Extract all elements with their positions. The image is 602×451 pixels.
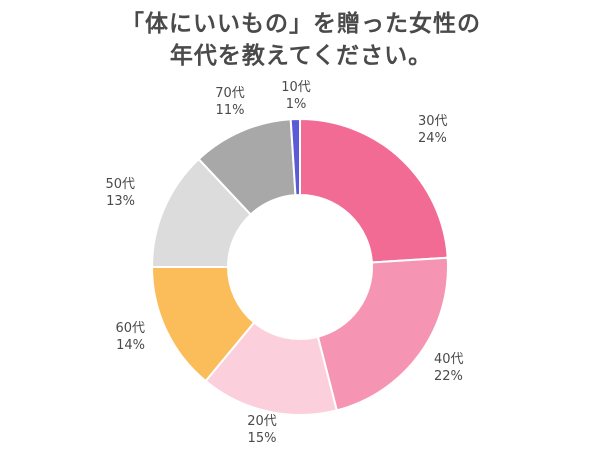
chart-title-line-1: 「体にいいもの」を贈った女性の — [121, 11, 481, 37]
slice-value-20代: 15% — [248, 431, 277, 446]
slice-value-30代: 24% — [418, 131, 447, 146]
slice-30代 — [299, 117, 449, 264]
slice-label-20代: 20代 — [247, 414, 277, 429]
slice-label-40代: 40代 — [434, 352, 464, 367]
slice-label-70代: 70代 — [215, 86, 245, 101]
slice-value-70代: 11% — [216, 103, 245, 118]
slice-label-10代: 10代 — [281, 80, 311, 95]
slice-value-10代: 1% — [286, 97, 307, 112]
slice-40代 — [316, 256, 449, 412]
slice-labels: 30代 24% 40代 22% 20代 15% 60代 14% 50代 13% 70代 11% 10代 1… — [105, 80, 463, 446]
slice-value-50代: 13% — [106, 194, 135, 209]
slice-label-30代: 30代 — [418, 114, 448, 129]
donut-slices — [150, 117, 449, 416]
chart-title-line-2: 年代を教えてください。 — [169, 43, 433, 69]
slice-value-60代: 14% — [116, 338, 145, 353]
slice-10代 — [289, 117, 301, 197]
slice-label-50代: 50代 — [105, 177, 135, 192]
slice-label-60代: 60代 — [115, 321, 145, 336]
slice-value-40代: 22% — [434, 369, 463, 384]
